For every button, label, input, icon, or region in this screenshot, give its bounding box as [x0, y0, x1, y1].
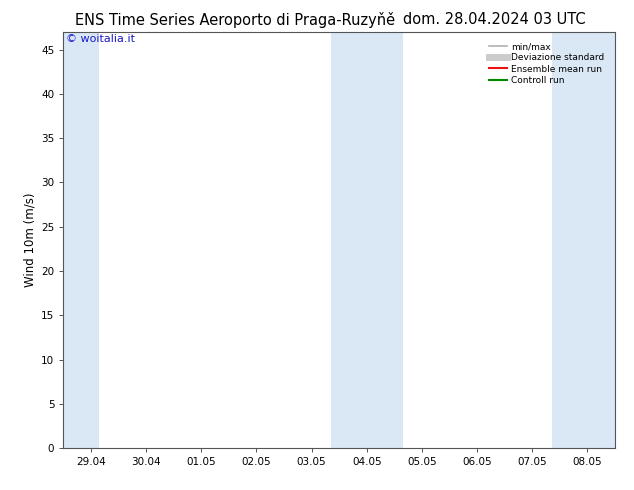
- Text: ENS Time Series Aeroporto di Praga-Ruzyňě: ENS Time Series Aeroporto di Praga-Ruzyň…: [75, 12, 394, 28]
- Bar: [63, 32, 100, 448]
- Text: dom. 28.04.2024 03 UTC: dom. 28.04.2024 03 UTC: [403, 12, 586, 27]
- Bar: [552, 32, 615, 448]
- Text: © woitalia.it: © woitalia.it: [66, 34, 135, 44]
- Legend: min/max, Deviazione standard, Ensemble mean run, Controll run: min/max, Deviazione standard, Ensemble m…: [486, 38, 608, 88]
- Bar: [331, 32, 403, 448]
- Y-axis label: Wind 10m (m/s): Wind 10m (m/s): [24, 193, 37, 287]
